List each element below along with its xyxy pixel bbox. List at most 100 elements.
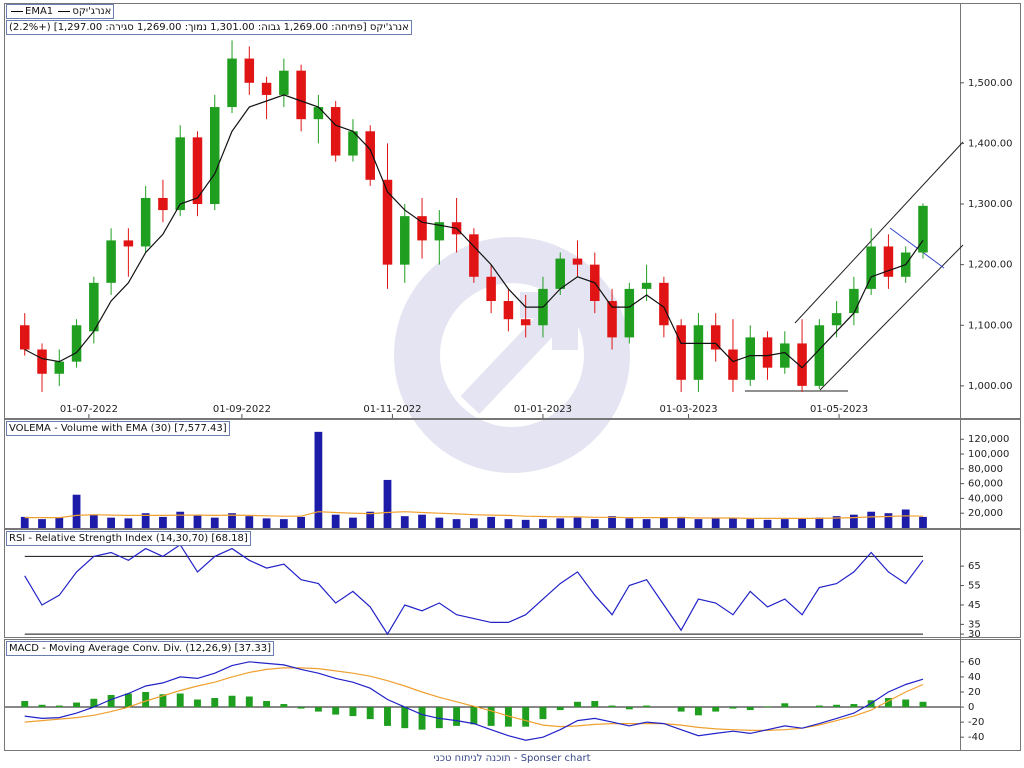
panel-frame (4, 529, 1021, 638)
y-tick-label: 60 (968, 657, 981, 668)
candle-body (693, 325, 704, 380)
candle-body (676, 325, 686, 380)
candle-body (71, 325, 82, 362)
signal-line (24, 667, 924, 731)
histogram-bar (833, 704, 841, 708)
volume-bar (72, 494, 81, 528)
panel-title: MACD - Moving Average Conv. Div. (12,26,… (6, 641, 274, 656)
histogram-bar (850, 704, 858, 708)
volume-bar (573, 517, 582, 528)
x-tick-label: 01-07-2022 (60, 404, 118, 415)
volume-bar (159, 516, 167, 528)
histogram-bar (453, 707, 461, 726)
ema-line (24, 94, 924, 369)
y-tick-label: 80,000 (968, 464, 1003, 475)
volume-bar (107, 517, 115, 528)
y-tick-label: 120,000 (968, 434, 1009, 445)
candle-body (866, 246, 876, 289)
histogram-bar (107, 695, 115, 708)
histogram-bar (746, 707, 754, 711)
volume-bar (729, 518, 737, 528)
volume-bar (279, 519, 288, 528)
histogram-bar (366, 707, 374, 720)
histogram-bar (764, 706, 771, 708)
volume-bar (608, 516, 616, 528)
candle-body (849, 288, 859, 314)
volume-bar (124, 518, 133, 528)
histogram-bar (280, 704, 288, 708)
volume-bar (659, 517, 668, 528)
volume-bar (694, 519, 703, 528)
volume-bar (711, 517, 720, 528)
y-tick-label: 0 (968, 702, 974, 713)
candle-body (365, 131, 375, 180)
volume-bar (245, 516, 254, 528)
x-tick-label: 01-05-2023 (810, 404, 868, 415)
histogram-bar (297, 707, 305, 709)
candle-body (400, 216, 410, 265)
histogram-bar (142, 691, 150, 708)
y-tick-label: 1,300.00 (968, 199, 1013, 210)
rsi-line (24, 543, 924, 636)
volume-bar (642, 519, 651, 528)
histogram-bar (90, 698, 98, 708)
y-tick-label: 1,100.00 (968, 320, 1013, 331)
candle-body (814, 325, 825, 386)
histogram-bar (729, 707, 737, 709)
candle-body (313, 107, 324, 120)
volume-bar (504, 519, 513, 528)
histogram-bar (384, 707, 391, 726)
volume-bar (590, 519, 599, 528)
histogram-bar (401, 707, 409, 729)
x-tick-label: 01-01-2023 (514, 404, 572, 415)
histogram-bar (349, 707, 357, 717)
macd-line (24, 661, 924, 741)
candle-body (37, 349, 47, 374)
x-tick-label: 01-03-2023 (659, 404, 717, 415)
volume-bar (193, 514, 202, 528)
footer: Sponser chart - תוכנה לניתוח טכני (433, 753, 591, 764)
histogram-bar (902, 699, 910, 708)
volume-bar (141, 513, 150, 528)
candle-body (555, 258, 565, 289)
volume-bar (832, 516, 841, 528)
legend-label: EMA1 (25, 6, 54, 17)
histogram-bar (591, 701, 599, 708)
volume-bar (297, 516, 306, 528)
candle-body (417, 216, 427, 241)
y-tick-label: 1,000.00 (968, 381, 1013, 392)
y-tick-label: 1,400.00 (968, 138, 1013, 149)
legend-swatch (11, 10, 23, 12)
histogram-bar (263, 701, 271, 708)
volume-bar (89, 514, 98, 528)
candle-body (659, 282, 669, 326)
volume-bar (383, 479, 392, 528)
volume-bar (850, 514, 858, 528)
y-tick-label: 20 (968, 687, 981, 698)
candle-body (158, 197, 168, 211)
volume-bar (556, 518, 565, 528)
candle-body (19, 325, 30, 350)
histogram-bar (176, 693, 184, 708)
candle-body (918, 205, 928, 253)
panel-frame (4, 639, 1021, 751)
histogram-bar (21, 701, 29, 708)
volume-bar (331, 514, 340, 528)
watermark (394, 237, 630, 473)
candle-body (434, 222, 445, 241)
candle-body (330, 107, 341, 156)
candle-body (572, 258, 583, 265)
histogram-bar (314, 707, 322, 712)
candle-body (883, 246, 894, 277)
volume-bar (521, 519, 530, 528)
y-tick-label: 60,000 (968, 479, 1003, 490)
histogram-bar (38, 704, 46, 708)
histogram-bar (677, 707, 685, 712)
histogram-bar (55, 705, 63, 708)
y-tick-label: 35 (968, 619, 981, 630)
y-tick-label: 100,000 (968, 449, 1009, 460)
legend-swatch (58, 10, 71, 12)
volume-bar (763, 519, 772, 528)
candle-body (710, 325, 721, 350)
histogram-bar (73, 702, 81, 708)
